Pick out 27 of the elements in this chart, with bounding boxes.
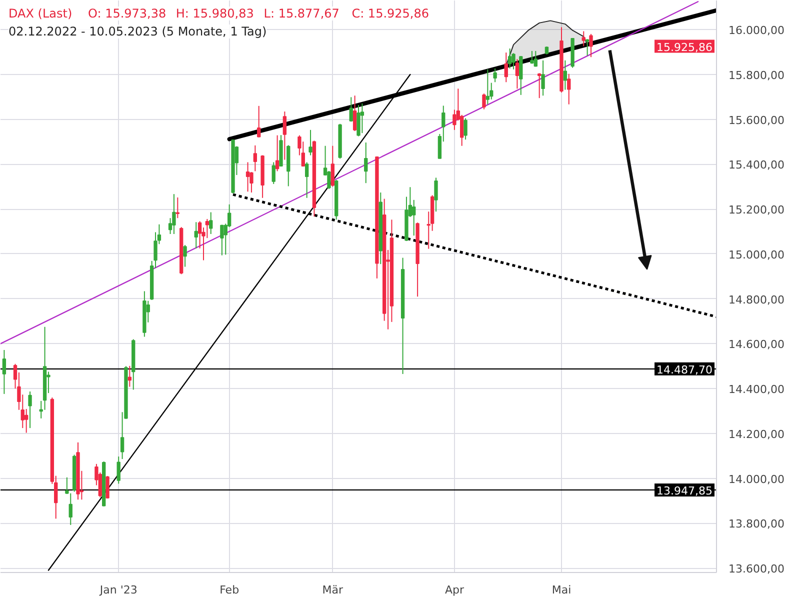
y-tick-label: 15.000,00 <box>728 248 784 262</box>
y-tick-label: 13.800,00 <box>728 518 784 531</box>
y-tick-label: 15.800,00 <box>728 69 784 82</box>
y-tick-label: 15.600,00 <box>728 114 784 127</box>
y-tick-label: 14.800,00 <box>728 293 784 306</box>
x-tick-label: Jan '23 <box>98 584 138 596</box>
y-tick-label: 16.000,00 <box>728 24 784 38</box>
text: DAX (Last) <box>8 6 72 20</box>
x-tick-label: Mär <box>322 584 344 596</box>
annotation: C: 15.925,86 <box>352 6 430 20</box>
x-tick-label: Apr <box>444 584 464 596</box>
y-tick-label: 15.200,00 <box>728 204 784 217</box>
x-tick-label: Mai <box>552 584 572 596</box>
annotation: L: 15.877,67 <box>264 6 340 20</box>
x-tick-label: Feb <box>220 584 240 596</box>
annotation: 15.925,86 <box>656 40 712 54</box>
y-tick-label: 14.600,00 <box>728 338 784 352</box>
y-tick-label: 14.200,00 <box>728 428 784 441</box>
y-tick-label: 14.000,00 <box>728 472 784 486</box>
text: 02.12.2022 - 10.05.2023 (5 Monate, 1 Tag) <box>8 24 267 38</box>
y-tick-label: 14.400,00 <box>728 383 784 396</box>
y-tick-label: 13.600,00 <box>728 562 784 576</box>
ref-line-label: 14.487,70 <box>656 363 712 376</box>
annotation: O: 15.973,38 <box>88 6 166 20</box>
y-tick-label: 15.400,00 <box>728 158 784 172</box>
ref-line-label: 13.947,85 <box>656 484 712 498</box>
annotation: H: 15.980,83 <box>176 6 254 20</box>
